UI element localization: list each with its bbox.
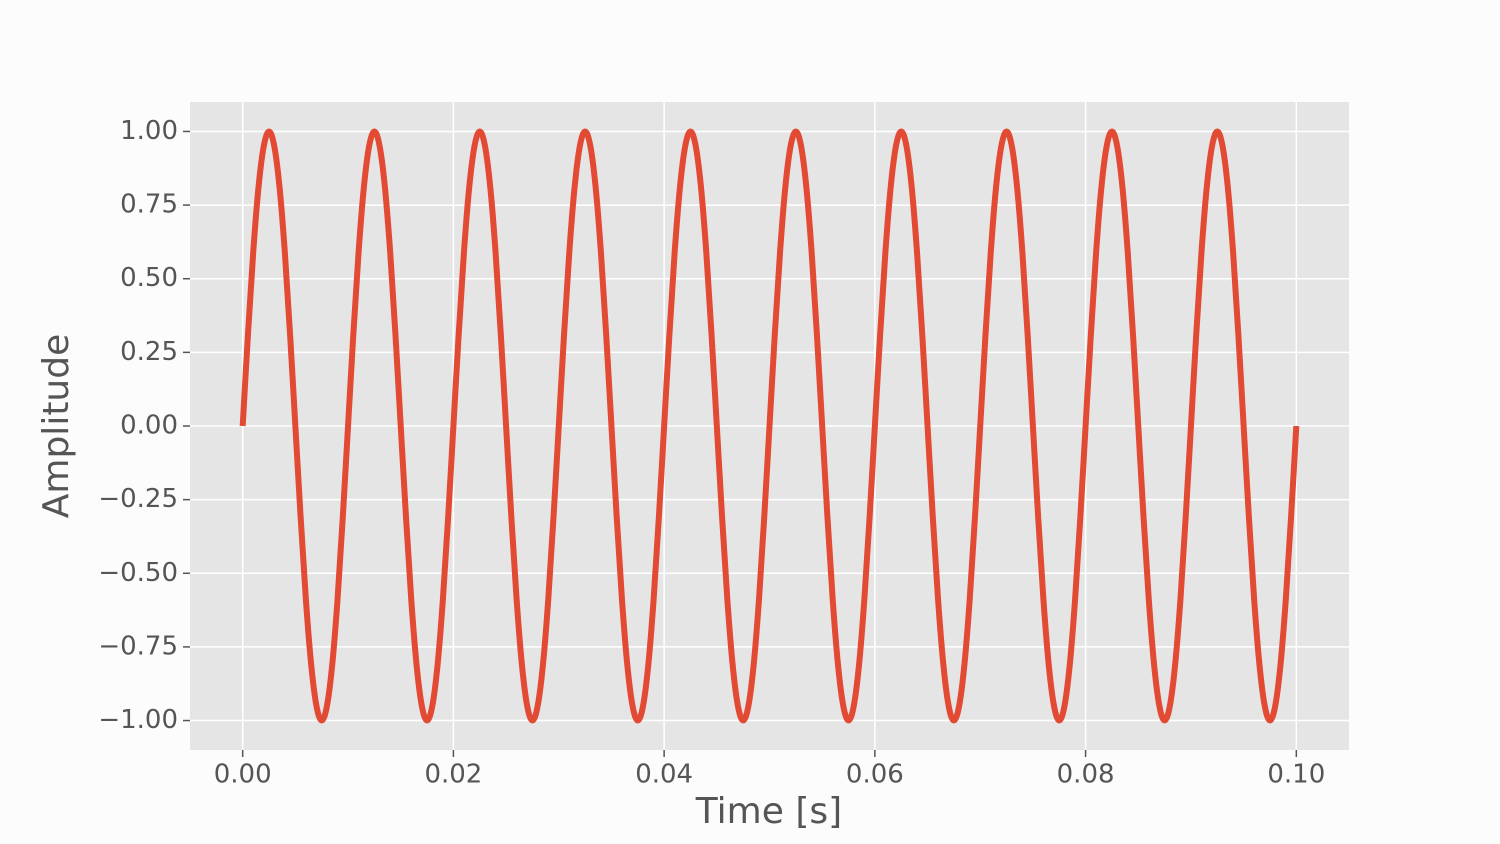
x-tick-label: 0.00 xyxy=(214,760,272,790)
x-tick-label: 0.02 xyxy=(424,760,482,790)
y-tick-label: −0.75 xyxy=(98,631,178,661)
y-tick-label: 1.00 xyxy=(120,116,178,146)
y-tick-label: 0.50 xyxy=(120,263,178,293)
x-axis-label: Time [s] xyxy=(695,791,842,832)
x-tick-label: 0.04 xyxy=(635,760,693,790)
y-tick-label: 0.75 xyxy=(120,190,178,220)
y-tick-label: −0.25 xyxy=(98,484,178,514)
x-tick-label: 0.08 xyxy=(1057,760,1115,790)
x-tick-label: 0.10 xyxy=(1267,760,1325,790)
y-tick-label: −1.00 xyxy=(98,705,178,735)
y-tick-label: 0.00 xyxy=(120,411,178,441)
y-tick-label: −0.50 xyxy=(98,558,178,588)
y-tick-label: 0.25 xyxy=(120,337,178,367)
y-axis-label: Amplitude xyxy=(36,334,77,518)
x-tick-label: 0.06 xyxy=(846,760,904,790)
signal-line xyxy=(239,128,1300,724)
